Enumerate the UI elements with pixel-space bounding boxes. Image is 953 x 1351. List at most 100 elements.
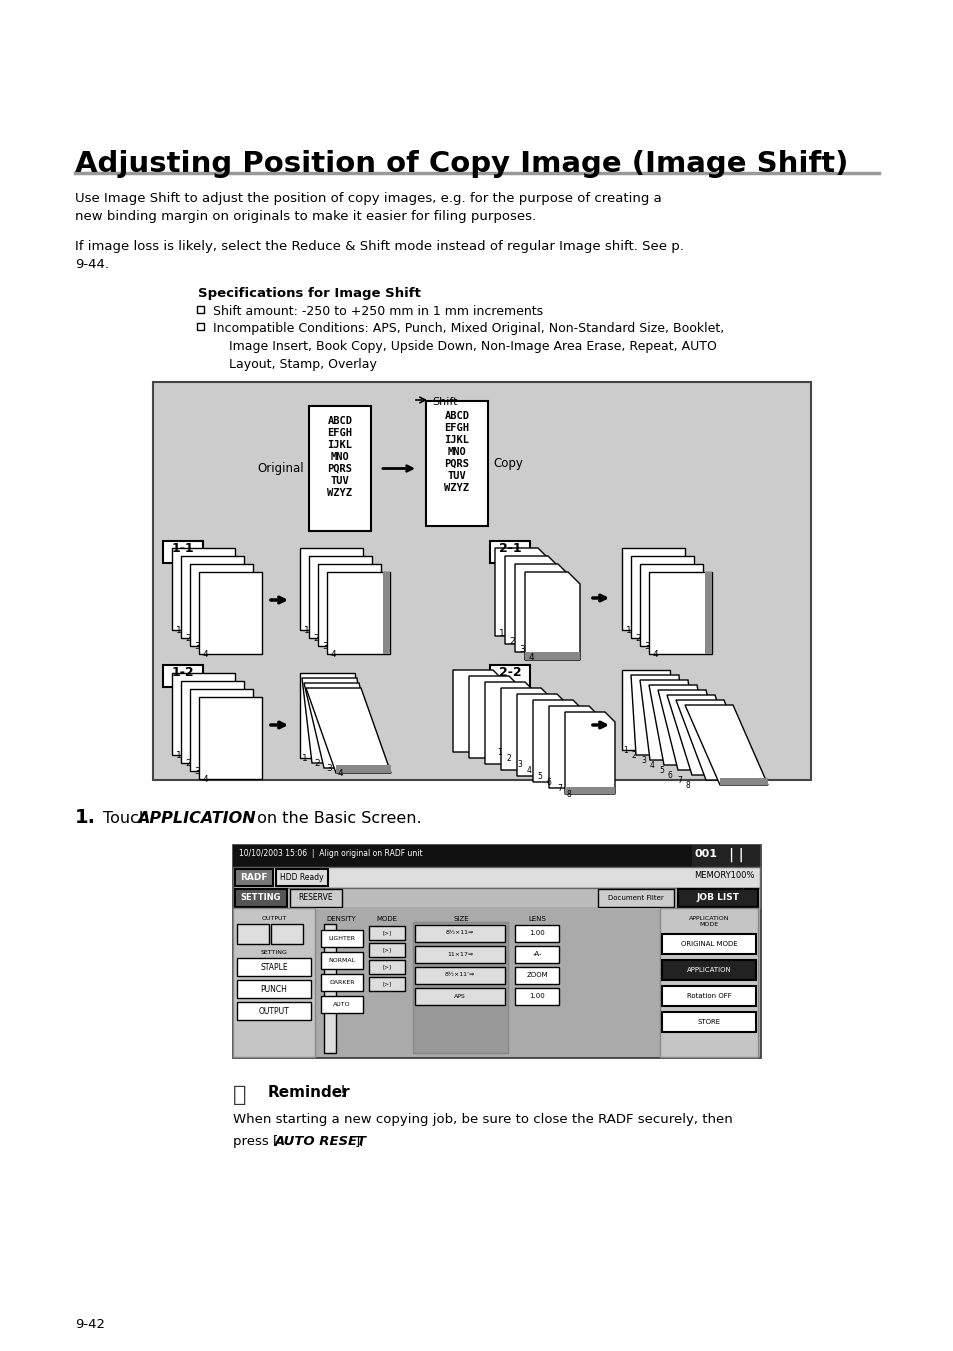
Polygon shape	[533, 700, 582, 782]
Text: APPLICATION: APPLICATION	[137, 811, 255, 825]
Text: 2: 2	[314, 759, 319, 767]
Text: 8½×11’⇒: 8½×11’⇒	[444, 973, 475, 978]
Text: 5: 5	[537, 771, 541, 781]
Text: STAPLE: STAPLE	[260, 962, 288, 971]
Bar	[415, 925, 504, 942]
Bar	[639, 563, 702, 646]
Text: 3: 3	[193, 767, 199, 775]
Bar	[233, 908, 314, 1056]
Polygon shape	[564, 712, 615, 794]
Text: JOB LIST: JOB LIST	[696, 893, 739, 902]
Text: 👋: 👋	[233, 1085, 246, 1105]
Bar	[320, 974, 363, 992]
Bar	[152, 382, 810, 780]
Text: LENS: LENS	[528, 916, 545, 921]
Bar	[413, 921, 507, 1052]
Text: [>]: [>]	[382, 931, 391, 935]
Bar	[691, 844, 760, 867]
Text: Shift amount: -250 to +250 mm in 1 mm increments: Shift amount: -250 to +250 mm in 1 mm in…	[213, 305, 542, 317]
Text: 1: 1	[304, 626, 310, 635]
Polygon shape	[299, 673, 355, 758]
Bar	[661, 986, 755, 1006]
Bar	[415, 967, 504, 984]
Text: 9-42: 9-42	[75, 1319, 105, 1331]
Bar	[309, 407, 371, 531]
Bar	[234, 889, 287, 907]
Bar	[324, 924, 335, 1052]
Text: 7: 7	[557, 784, 561, 793]
Text: 1-2: 1-2	[172, 666, 194, 680]
Text: 1.00: 1.00	[529, 929, 544, 936]
Text: ].: ].	[355, 1135, 364, 1148]
Text: 4: 4	[526, 766, 532, 775]
Text: 4: 4	[529, 653, 534, 662]
Text: Original: Original	[257, 462, 304, 476]
Bar	[515, 946, 558, 963]
Text: Shift: Shift	[432, 397, 457, 407]
Text: [>]: [>]	[382, 947, 391, 952]
Polygon shape	[639, 680, 698, 761]
Bar	[234, 869, 273, 886]
Text: 4: 4	[337, 769, 343, 778]
Bar	[196, 305, 204, 313]
Polygon shape	[621, 670, 669, 750]
Bar	[317, 563, 380, 646]
Polygon shape	[495, 549, 550, 636]
Polygon shape	[453, 670, 502, 753]
Text: !: !	[339, 1085, 346, 1100]
Bar	[309, 557, 372, 638]
Text: ABCD
EFGH
IJKL
MNO
PQRS
TUV
WZYZ: ABCD EFGH IJKL MNO PQRS TUV WZYZ	[444, 411, 469, 493]
Text: 2: 2	[635, 634, 640, 643]
Bar	[678, 889, 758, 907]
Text: 1: 1	[302, 754, 308, 763]
Polygon shape	[469, 676, 518, 758]
Text: OUTPUT: OUTPUT	[261, 916, 287, 921]
Bar	[515, 967, 558, 984]
Text: 1: 1	[497, 748, 501, 757]
Bar	[661, 961, 755, 979]
Text: LIGHTER: LIGHTER	[328, 935, 355, 940]
Text: 1-1: 1-1	[172, 542, 194, 555]
Text: 8: 8	[566, 790, 571, 798]
Text: OUTPUT: OUTPUT	[258, 1006, 289, 1016]
Text: 3: 3	[193, 642, 199, 651]
Text: 2-1: 2-1	[498, 542, 520, 555]
Text: 2: 2	[631, 751, 636, 761]
Text: 4: 4	[203, 775, 209, 784]
Bar	[236, 1002, 311, 1020]
Text: SETTING: SETTING	[260, 950, 287, 955]
Bar	[181, 557, 244, 638]
Text: RADF: RADF	[240, 873, 268, 882]
Text: Reminder: Reminder	[268, 1085, 351, 1100]
Bar	[236, 924, 269, 944]
Text: When starting a new copying job, be sure to close the RADF securely, then: When starting a new copying job, be sure…	[233, 1113, 732, 1125]
Text: Use Image Shift to adjust the position of copy images, e.g. for the purpose of c: Use Image Shift to adjust the position o…	[75, 192, 661, 223]
Text: 1.: 1.	[75, 808, 96, 827]
Bar	[181, 681, 244, 763]
Bar	[659, 908, 758, 1056]
Bar	[320, 996, 363, 1013]
Text: 10/10/2003 15:06  |  Align original on RADF unit: 10/10/2003 15:06 | Align original on RAD…	[239, 848, 422, 858]
Bar	[271, 924, 303, 944]
Text: 5: 5	[659, 766, 663, 775]
Polygon shape	[630, 676, 683, 755]
Text: NORMAL: NORMAL	[328, 958, 355, 962]
Bar	[320, 929, 363, 947]
Bar	[598, 889, 673, 907]
Text: SIZE: SIZE	[453, 916, 468, 921]
Text: 4: 4	[649, 761, 654, 770]
Bar	[648, 571, 711, 654]
Text: Specifications for Image Shift: Specifications for Image Shift	[198, 286, 420, 300]
Bar	[327, 571, 390, 654]
Polygon shape	[648, 685, 711, 765]
Text: ▏▏: ▏▏	[729, 848, 750, 862]
Bar	[233, 844, 760, 867]
Bar	[199, 571, 262, 654]
Text: SETTING: SETTING	[240, 893, 281, 902]
Bar	[163, 540, 203, 563]
Polygon shape	[306, 688, 391, 773]
Text: 8½×11⇒: 8½×11⇒	[445, 931, 474, 935]
Text: 3: 3	[517, 761, 521, 769]
Text: RESERVE: RESERVE	[298, 893, 333, 902]
Text: -A-: -A-	[532, 951, 541, 957]
